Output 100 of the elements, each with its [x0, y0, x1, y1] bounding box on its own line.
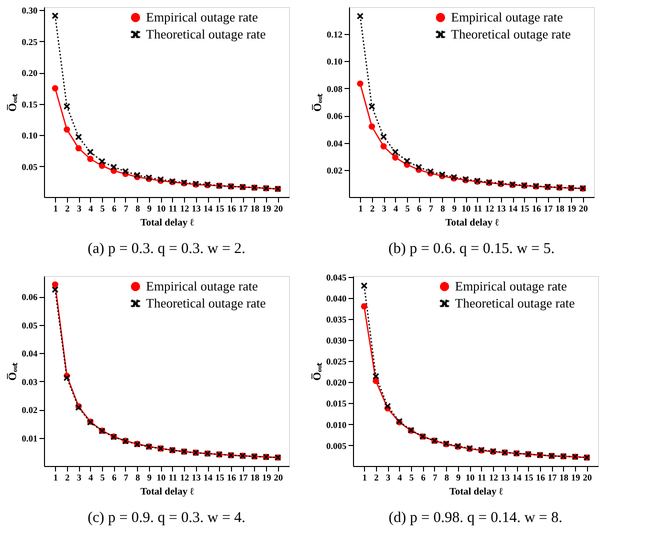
- x-tick-label: 7: [432, 472, 438, 482]
- x-tick-label: 9: [147, 204, 152, 214]
- legend-label: Theoretical outage rate: [451, 26, 572, 42]
- x-tick-label: 19: [262, 204, 272, 214]
- y-tick-label: 0.01: [22, 434, 38, 444]
- y-tick-label: 0.030: [326, 336, 347, 346]
- y-tick-label: 0.06: [326, 111, 343, 122]
- x-tick-label: 1: [358, 204, 364, 214]
- x-tick-label: 17: [238, 204, 248, 214]
- x-tick-label: 6: [421, 472, 426, 482]
- y-tick-label: 0.05: [22, 320, 38, 330]
- x-tick-label: 11: [474, 204, 483, 214]
- y-tick-label: 0.10: [22, 130, 38, 141]
- y-tick-label: 0.025: [326, 356, 347, 367]
- x-tick-label: 11: [168, 472, 178, 482]
- x-tick-label: 8: [444, 472, 450, 482]
- x-tick-label: 2: [374, 472, 380, 482]
- x-tick-label: 2: [370, 204, 376, 214]
- x-tick-label: 19: [571, 472, 581, 482]
- x-tick-label: 14: [512, 472, 522, 482]
- y-tick-label: 0.30: [22, 6, 38, 16]
- x-tick-label: 8: [440, 204, 446, 214]
- y-tick-label: 0.03: [22, 376, 38, 387]
- y-tick-label: 0.25: [22, 36, 38, 47]
- legend-label: Theoretical outage rate: [146, 26, 266, 42]
- text: (c) p = 0.9. q = 0.3. w = 4.: [88, 510, 246, 526]
- x-tick-label: 14: [508, 204, 518, 214]
- x-tick-label: 9: [452, 204, 458, 214]
- y-tick-label: 0.04: [326, 138, 343, 148]
- x-tick-label: 16: [226, 204, 236, 214]
- y-tick-label: 0.02: [22, 405, 38, 416]
- x-tick-label: 19: [567, 204, 577, 214]
- x-tick-label: 12: [180, 472, 190, 482]
- x-tick-label: 17: [548, 472, 558, 482]
- x-tick-label: 14: [204, 204, 214, 214]
- x-tick-label: 5: [100, 204, 106, 214]
- x-tick-label: 9: [456, 472, 462, 482]
- x-tick-label: 17: [544, 204, 554, 214]
- y-tick-label: 0.12: [326, 29, 343, 40]
- y-tick-label: 0.05: [22, 162, 38, 172]
- x-tick-label: 10: [466, 472, 476, 482]
- x-tick-label: 5: [409, 472, 414, 482]
- x-tick-label: 15: [520, 204, 530, 214]
- x-tick-label: 5: [100, 472, 106, 482]
- x-tick-label: 4: [398, 472, 403, 482]
- y-axis-title: O̅ₒᵤₜ: [6, 93, 19, 112]
- x-tick-label: 3: [76, 472, 82, 482]
- x-tick-label: 20: [578, 204, 588, 214]
- x-tick-label: 3: [382, 204, 387, 214]
- x-tick-label: 8: [135, 204, 140, 214]
- text: (a) p = 0.3. q = 0.3. w = 2.: [88, 241, 246, 257]
- y-axis-title: O̅ₒᵤₜ: [312, 93, 324, 112]
- x-axis-title: Total delay ℓ: [140, 218, 194, 228]
- y-tick-label: 0.005: [326, 440, 347, 451]
- y-tick-label: 0.035: [326, 314, 347, 324]
- x-tick-label: 19: [262, 472, 272, 482]
- x-tick-label: 15: [215, 472, 225, 482]
- x-tick-label: 2: [65, 204, 70, 214]
- legend-label: Empirical outage rate: [455, 278, 568, 294]
- x-tick-label: 18: [559, 472, 569, 482]
- x-tick-label: 6: [112, 472, 117, 482]
- x-tick-label: 4: [88, 472, 94, 482]
- x-tick-label: 13: [500, 472, 510, 482]
- x-tick-label: 20: [582, 472, 592, 482]
- x-tick-label: 18: [555, 204, 565, 214]
- x-tick-label: 16: [226, 472, 236, 482]
- x-tick-label: 20: [274, 204, 284, 214]
- x-tick-label: 13: [192, 472, 202, 482]
- x-tick-label: 16: [532, 204, 542, 214]
- x-tick-label: 7: [124, 204, 129, 214]
- x-axis-title: Total delay ℓ: [445, 218, 499, 228]
- y-tick-label: 0.10: [326, 56, 343, 67]
- x-tick-label: 10: [156, 472, 166, 482]
- legend-label: Empirical outage rate: [146, 278, 258, 294]
- x-axis-title: Total delay ℓ: [140, 486, 194, 498]
- x-tick-label: 10: [462, 204, 472, 214]
- x-tick-label: 20: [274, 472, 284, 482]
- y-axis-title: O̅ₒᵤₜ: [6, 362, 19, 381]
- x-tick-label: 7: [428, 204, 434, 214]
- y-tick-label: 0.04: [22, 348, 38, 359]
- x-tick-label: 12: [180, 204, 190, 214]
- y-axis-title: O̅ₒᵤₜ: [311, 362, 324, 381]
- y-tick-label: 0.010: [326, 420, 347, 430]
- x-tick-label: 1: [362, 472, 368, 482]
- x-tick-label: 1: [53, 204, 58, 214]
- y-tick-label: 0.08: [326, 84, 343, 94]
- y-tick-label: 0.015: [326, 398, 347, 409]
- y-tick-label: 0.020: [326, 378, 347, 388]
- text: (d) p = 0.98. q = 0.14. w = 8.: [388, 510, 562, 526]
- y-tick-label: 0.02: [326, 166, 343, 176]
- y-tick-label: 0.040: [326, 293, 347, 304]
- legend-label: Theoretical outage rate: [146, 296, 266, 310]
- x-tick-label: 11: [168, 204, 178, 214]
- x-tick-label: 12: [485, 204, 495, 214]
- x-tick-label: 4: [394, 204, 399, 214]
- x-tick-label: 3: [76, 204, 82, 214]
- x-tick-label: 10: [156, 204, 166, 214]
- y-tick-label: 0.20: [22, 68, 38, 78]
- legend-label: Empirical outage rate: [451, 10, 564, 24]
- text: (b) p = 0.6. q = 0.15. w = 5.: [388, 241, 555, 257]
